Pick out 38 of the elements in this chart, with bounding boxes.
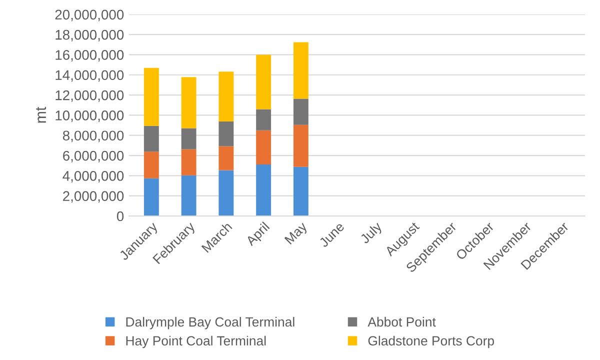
y-tick-label: 6,000,000 [63, 150, 124, 162]
x-tick-label: May [284, 221, 310, 246]
bar [144, 178, 159, 216]
y-tick-label: 4,000,000 [62, 171, 124, 182]
bar [256, 130, 272, 164]
y-tick-label: 14,000,000 [56, 70, 124, 82]
y-tick-label: 12,000,000 [56, 90, 124, 102]
bar [181, 149, 196, 176]
legend-label: Hay Point Coal Terminal [126, 336, 266, 348]
bar [256, 54, 272, 110]
x-tick-label: July [359, 220, 384, 246]
bar [218, 146, 234, 170]
bar [293, 166, 308, 216]
bar [293, 98, 308, 125]
bar [181, 175, 196, 216]
bar [293, 124, 308, 167]
bar [144, 126, 159, 152]
y-tick-label: 0 [116, 211, 124, 222]
bar [181, 77, 196, 128]
legend-label: Abbot Point [368, 316, 436, 327]
bar [144, 68, 159, 126]
bar [256, 164, 272, 216]
legend-label: Gladstone Ports Corp [368, 336, 494, 348]
y-tick-label: 16,000,000 [56, 50, 124, 62]
y-tick-label: 20,000,000 [55, 10, 124, 22]
y-tick-label: 8,000,000 [62, 130, 124, 142]
y-tick-label: 2,000,000 [63, 191, 124, 203]
y-tick-label: 10,000,000 [56, 110, 124, 122]
bar [218, 121, 234, 146]
legend-label: Dalrymple Bay Coal Terminal [126, 316, 294, 330]
bar [218, 170, 234, 216]
y-tick-label: 18,000,000 [56, 30, 124, 42]
y-axis-title: mt [36, 106, 46, 123]
bar [144, 152, 159, 178]
bar [256, 109, 272, 130]
bar [218, 72, 234, 122]
bar [293, 42, 308, 99]
bar [181, 128, 196, 150]
